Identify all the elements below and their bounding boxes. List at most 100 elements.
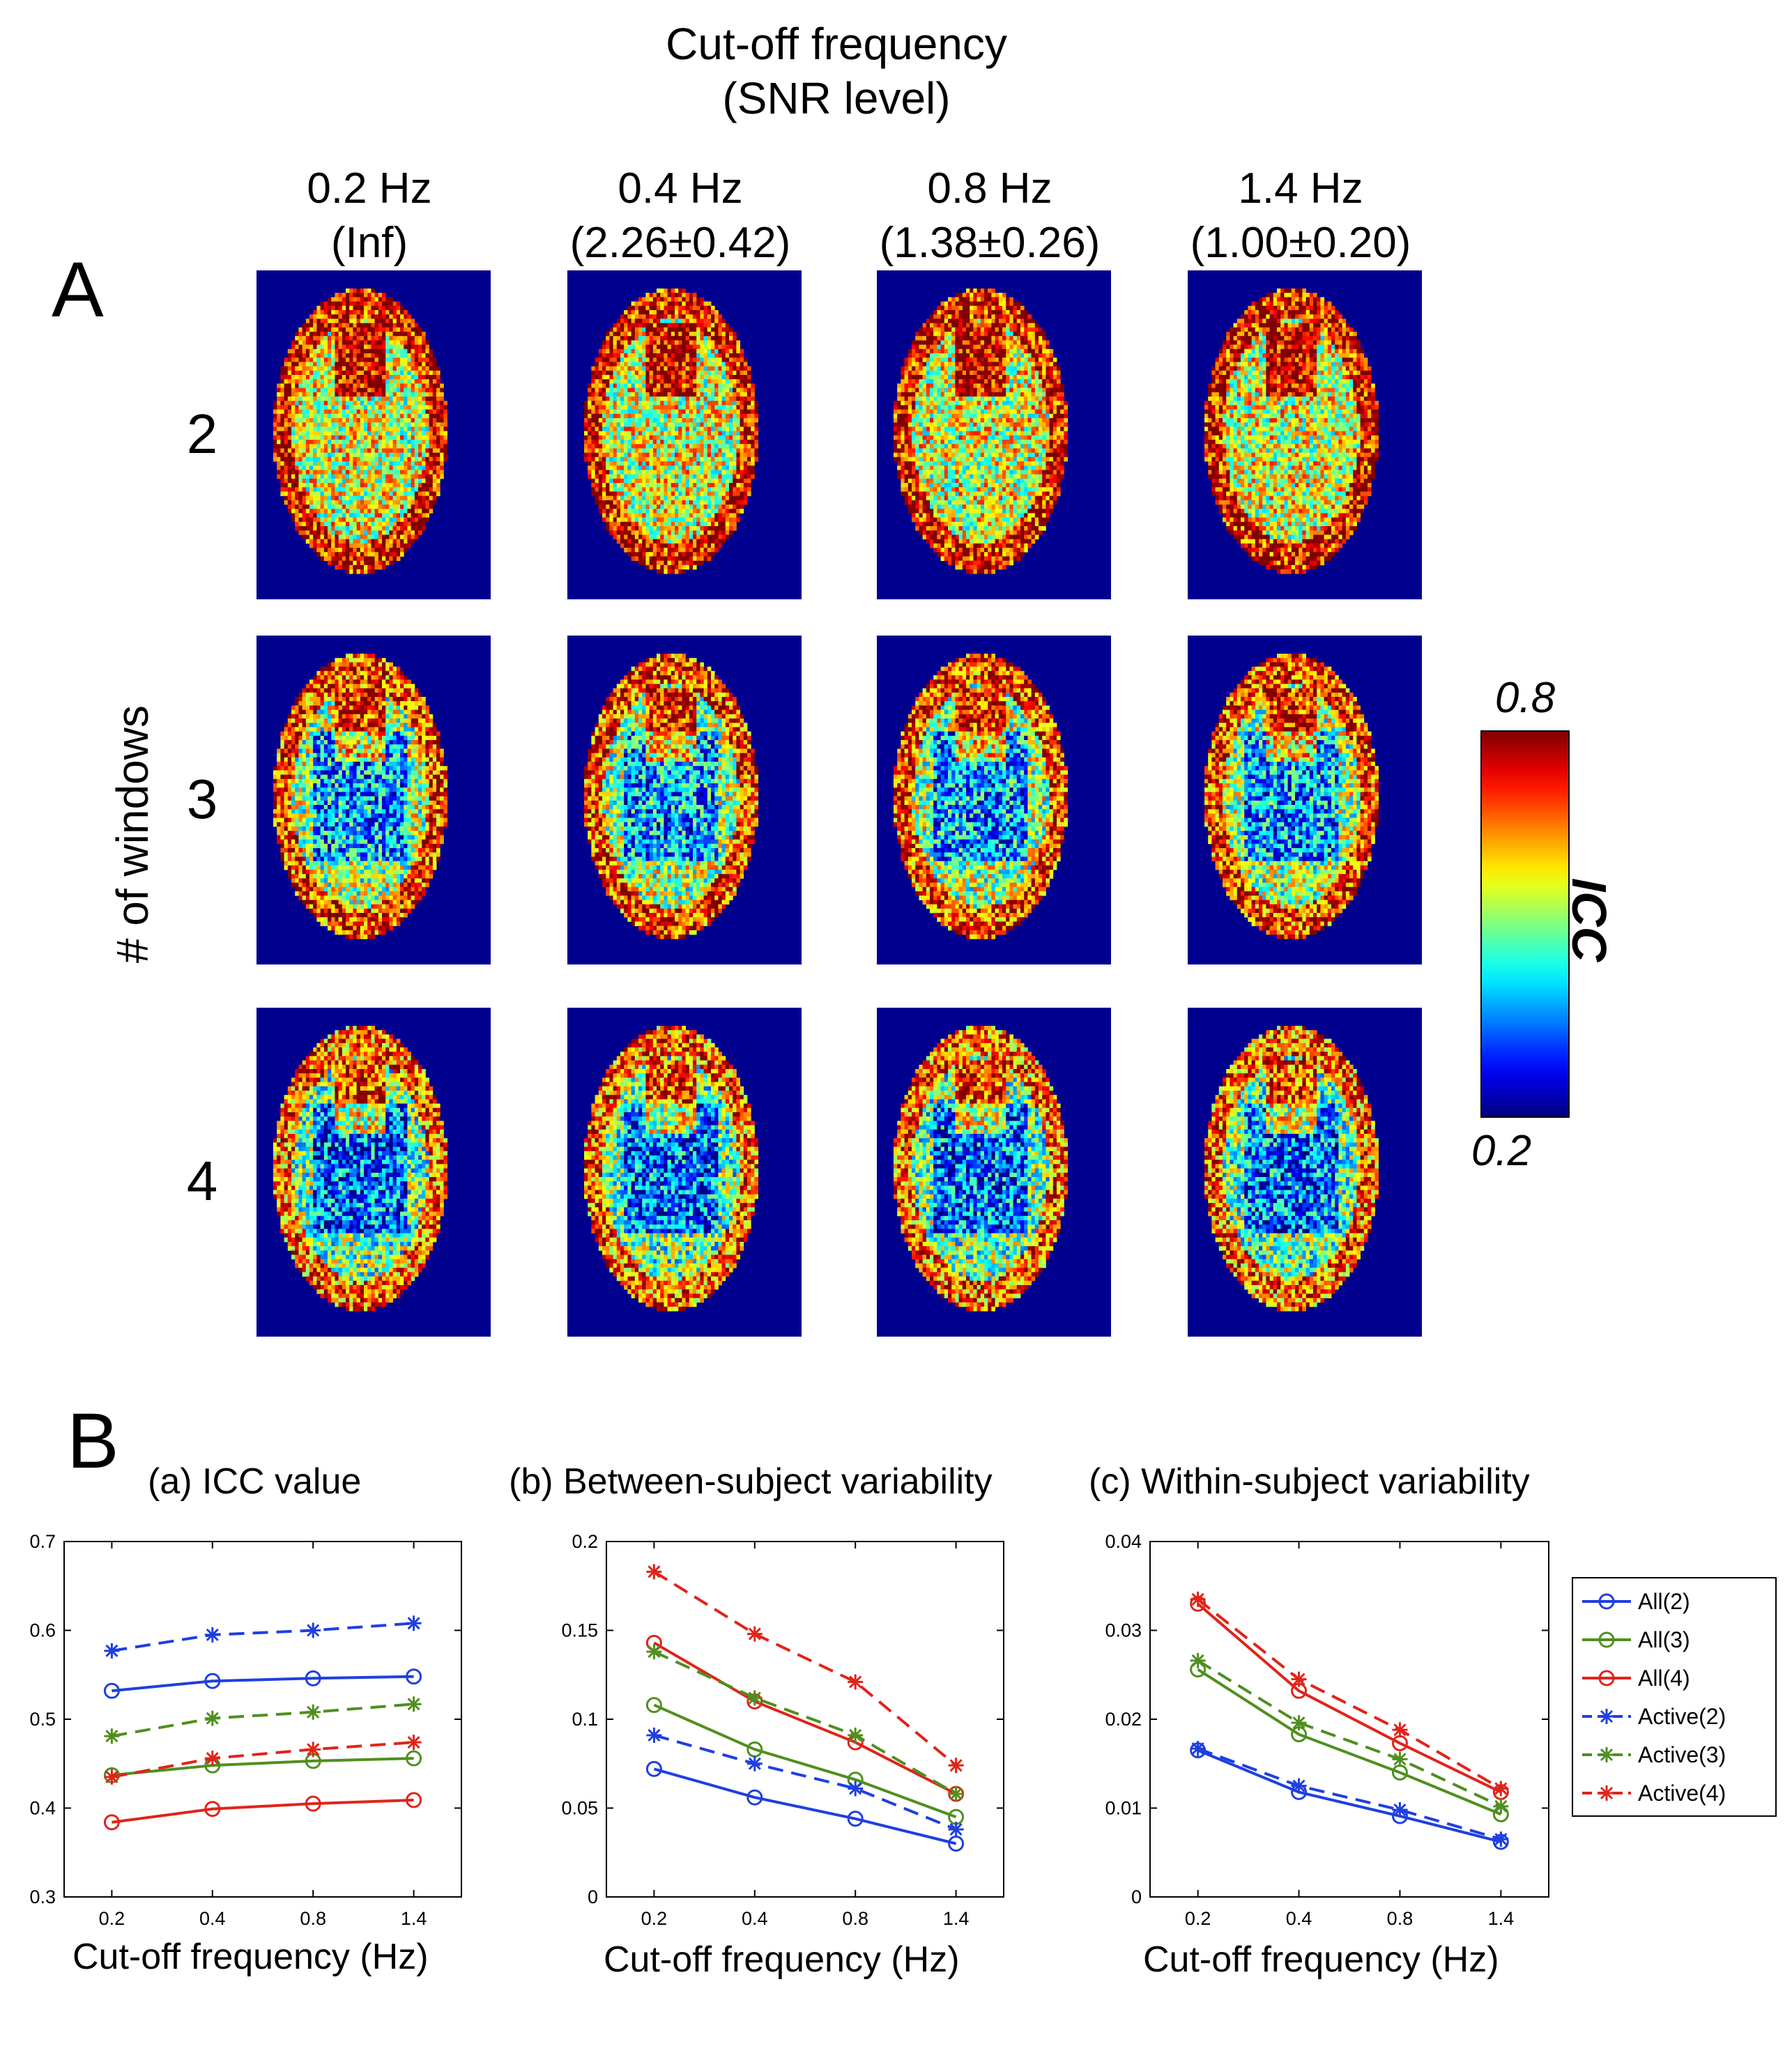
panel-a-letter: A [52, 248, 104, 332]
legend-entry-label: Active(4) [1638, 1781, 1726, 1806]
data-point [1291, 1671, 1307, 1687]
icc-map-row3-col4 [1188, 636, 1422, 964]
data-point [746, 1626, 763, 1642]
series-line-All(3) [1197, 1668, 1502, 1816]
column-snr: (1.00±0.20) [1119, 216, 1482, 270]
column-snr: (1.38±0.26) [809, 216, 1171, 270]
panel-a-title-line2: (SNR level) [0, 71, 1673, 125]
data-point [646, 1727, 662, 1743]
chart-a-xlabel: Cut-off frequency (Hz) [72, 1936, 429, 1978]
data-point [103, 1682, 120, 1699]
data-point [847, 1811, 864, 1827]
data-point [204, 1751, 220, 1767]
column-header-4: 1.4 Hz (1.00±0.20) [1119, 162, 1482, 270]
plot-frame [606, 1541, 1004, 1898]
x-tick-label: 1.4 [943, 1908, 970, 1929]
x-tick-label: 0.2 [641, 1908, 668, 1929]
data-point [1291, 1715, 1307, 1731]
row-label-3: 3 [153, 768, 251, 831]
legend-marker [1598, 1593, 1615, 1610]
y-tick-label: 0 [1131, 1886, 1142, 1907]
data-point [406, 1792, 422, 1808]
column-freq: 1.4 Hz [1119, 162, 1482, 216]
x-tick-label: 1.4 [401, 1908, 427, 1929]
data-point [305, 1742, 321, 1758]
x-tick-label: 0.2 [99, 1908, 125, 1929]
colorbar-max-label: 0.8 [1455, 673, 1595, 723]
series-line-Active(4) [112, 1741, 414, 1778]
chart-b: 0 0.05 0.1 0.15 0.2 0.2 0.4 0.8 1.4 [561, 1531, 1004, 1929]
series-line-All(2) [112, 1675, 414, 1693]
data-point [204, 1627, 220, 1643]
panel-b-letter: B [67, 1399, 119, 1483]
data-point [848, 1781, 864, 1797]
plot-frame [63, 1541, 462, 1898]
series-line-All(4) [1197, 1602, 1502, 1794]
column-freq: 0.4 Hz [499, 162, 861, 216]
icc-map-row2-col3 [877, 270, 1111, 599]
legend-marker [1599, 1747, 1614, 1762]
x-tick-label: 0.2 [1185, 1908, 1211, 1929]
y-tick-label: 0.04 [1105, 1531, 1142, 1552]
legend-marker [1598, 1670, 1615, 1686]
data-point [1190, 1741, 1206, 1757]
series-line-Active(4) [1197, 1598, 1502, 1790]
data-point [406, 1735, 422, 1751]
data-point [948, 1758, 964, 1774]
icc-map-row4-col3 [877, 1008, 1111, 1337]
data-point [204, 1710, 220, 1726]
row-label-2: 2 [153, 403, 251, 466]
series-line-Active(2) [1197, 1747, 1501, 1841]
series-line-Active(4) [653, 1570, 957, 1767]
column-freq: 0.2 Hz [188, 162, 551, 216]
x-tick-label: 0.4 [742, 1908, 768, 1929]
row-label-4: 4 [153, 1150, 251, 1213]
icc-map-row2-col4 [1188, 270, 1422, 599]
y-tick-label: 0.03 [1105, 1620, 1142, 1641]
y-tick-label: 0.15 [561, 1620, 598, 1641]
x-tick-label: 1.4 [1488, 1908, 1515, 1929]
column-header-3: 0.8 Hz (1.38±0.26) [809, 162, 1171, 270]
y-tick-label: 0.01 [1105, 1798, 1142, 1819]
chart-b-xlabel: Cut-off frequency (Hz) [604, 1939, 960, 1981]
data-point [305, 1704, 321, 1720]
legend-frame [1572, 1577, 1777, 1817]
series-line-All(2) [653, 1767, 957, 1845]
data-point [1493, 1781, 1509, 1797]
data-point [746, 1690, 763, 1706]
data-point [406, 1696, 422, 1712]
legend-marker [1599, 1709, 1614, 1724]
series-line-All(2) [1197, 1748, 1501, 1843]
icc-map-row2-col1 [256, 270, 491, 599]
data-point [104, 1769, 120, 1785]
series-line-Active(3) [1197, 1659, 1502, 1808]
series-line-Active(2) [112, 1622, 414, 1652]
data-point [746, 1755, 763, 1771]
icc-map-row2-col2 [567, 270, 802, 599]
data-point [1493, 1798, 1509, 1814]
data-point [1190, 1652, 1206, 1668]
chart-a-title: (a) ICC value [148, 1461, 361, 1502]
series-line-Active(2) [653, 1733, 957, 1831]
y-tick-label: 0.7 [29, 1531, 56, 1552]
data-point [1392, 1751, 1408, 1767]
data-point [406, 1615, 422, 1631]
y-tick-label: 0.6 [29, 1620, 56, 1641]
data-point [746, 1789, 763, 1806]
series-line-Active(3) [112, 1702, 414, 1738]
data-point [204, 1673, 221, 1689]
chart-c-xlabel: Cut-off frequency (Hz) [1143, 1939, 1499, 1981]
y-tick-label: 0.1 [572, 1709, 598, 1730]
data-point [1190, 1591, 1206, 1607]
data-point [848, 1727, 864, 1743]
chart-a: 0.3 0.4 0.5 0.6 0.7 0.2 0.4 0.8 1.4 [29, 1531, 462, 1929]
legend-entry-label: All(3) [1638, 1627, 1690, 1652]
icc-map-row4-col2 [567, 1008, 802, 1337]
data-point [305, 1795, 321, 1812]
data-point [104, 1728, 120, 1744]
data-point [406, 1668, 422, 1685]
column-header-1: 0.2 Hz (Inf) [188, 162, 551, 270]
y-tick-label: 0 [588, 1886, 598, 1907]
series-line-Active(3) [653, 1650, 957, 1795]
